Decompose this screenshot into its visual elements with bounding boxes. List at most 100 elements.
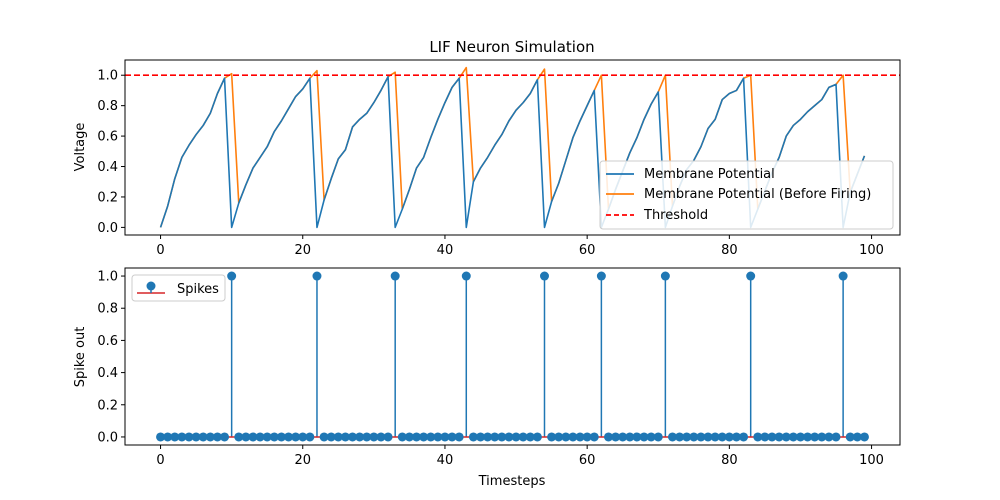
spike-y-ticks: 0.0 0.2 0.4 0.6 0.8 1.0 [97,270,125,445]
spike-x-tick-label: 40 [437,453,454,468]
spike-marker [575,432,585,442]
voltage-x-ticks: 0 20 40 60 80 100 [156,235,884,258]
spike-marker [198,432,208,442]
legend-label-threshold: Threshold [643,208,708,223]
spike-legend-box [131,274,226,302]
spike-marker [454,432,464,442]
spike-axes: 0 20 40 60 80 100 0.0 0.2 0.4 0.6 0.8 1.0 Timestep… [73,267,901,489]
spike-marker [845,432,855,442]
spike-marker [255,432,265,442]
spike-y-tick-label: 0.6 [97,334,118,349]
spike-marker [611,432,621,442]
spike-marker [703,432,713,442]
spike-marker [625,432,635,442]
spike-marker [426,432,436,442]
spike-marker [156,432,166,442]
spike-marker [483,432,493,442]
spike-marker [447,432,457,442]
spike-marker-fired [838,271,848,281]
spike-plot-area [156,271,869,442]
spike-marker [298,432,308,442]
spike-marker [305,432,315,442]
voltage-x-tick-label: 60 [579,243,596,258]
spike-marker [618,432,628,442]
spike-marker [589,432,599,442]
spike-marker [731,432,741,442]
spike-marker [412,432,422,442]
spike-marker [269,432,279,442]
spike-marker [739,432,749,442]
spike-marker [675,432,685,442]
spike-marker [369,432,379,442]
voltage-legend-box [599,160,894,230]
spike-marker [326,432,336,442]
voltage-x-tick-label: 20 [294,243,311,258]
spike-marker [355,432,365,442]
spike-marker [788,432,798,442]
spike-x-axis-label: Timesteps [478,474,546,489]
spike-marker [319,432,329,442]
voltage-y-ticks: 0.0 0.2 0.4 0.6 0.8 1.0 [97,69,125,236]
spike-marker [220,432,230,442]
spike-x-ticks: 0 20 40 60 80 100 [156,445,884,468]
spike-marker [810,432,820,442]
spike-marker [689,432,699,442]
spike-marker [760,432,770,442]
spike-x-tick-label: 20 [294,453,311,468]
spike-marker [710,432,720,442]
spike-marker [170,432,180,442]
voltage-y-tick-label: 0.6 [97,130,118,145]
spike-marker [497,432,507,442]
spike-marker [212,432,222,442]
spike-marker [205,432,215,442]
voltage-chart-title: LIF Neuron Simulation [429,38,594,56]
spike-marker [191,432,201,442]
spike-y-tick-label: 0.2 [97,398,118,413]
spike-marker [824,432,834,442]
legend-swatch-spikes-marker [146,281,156,291]
spike-marker [646,432,656,442]
spike-marker [753,432,763,442]
voltage-x-tick-label: 100 [859,243,884,258]
spike-y-tick-label: 1.0 [97,270,118,285]
spike-marker [234,432,244,442]
spike-marker [397,432,407,442]
spike-marker [348,432,358,442]
voltage-y-tick-label: 0.2 [97,190,118,205]
spike-marker [504,432,514,442]
voltage-y-tick-label: 0.4 [97,160,118,175]
spike-marker-fired [660,271,670,281]
voltage-y-tick-label: 0.0 [97,221,118,236]
voltage-y-tick-label: 1.0 [97,69,118,84]
spike-marker [525,432,535,442]
spike-marker [518,432,528,442]
spike-marker [340,432,350,442]
spike-marker-fired [596,271,606,281]
voltage-y-tick-label: 0.8 [97,99,118,114]
spike-marker-fired [227,271,237,281]
spike-marker [717,432,727,442]
spike-marker [852,432,862,442]
spike-marker [440,432,450,442]
spike-marker [603,432,613,442]
voltage-y-axis-label: Voltage [73,123,88,172]
spike-marker [781,432,791,442]
spike-marker [582,432,592,442]
spike-marker [284,432,294,442]
legend-label-spikes: Spikes [177,282,219,297]
spike-marker [639,432,649,442]
spike-marker [859,432,869,442]
spike-marker [404,432,414,442]
spike-marker [547,432,557,442]
spike-marker [532,432,542,442]
legend-label-before-firing: Membrane Potential (Before Firing) [644,187,871,202]
spike-x-tick-label: 100 [859,453,884,468]
spike-marker [376,432,386,442]
spike-marker [795,432,805,442]
voltage-legend: Membrane Potential Membrane Potential (B… [599,160,894,230]
spike-marker [724,432,734,442]
spike-marker [803,432,813,442]
spike-axes-frame [124,267,901,446]
spike-marker [831,432,841,442]
